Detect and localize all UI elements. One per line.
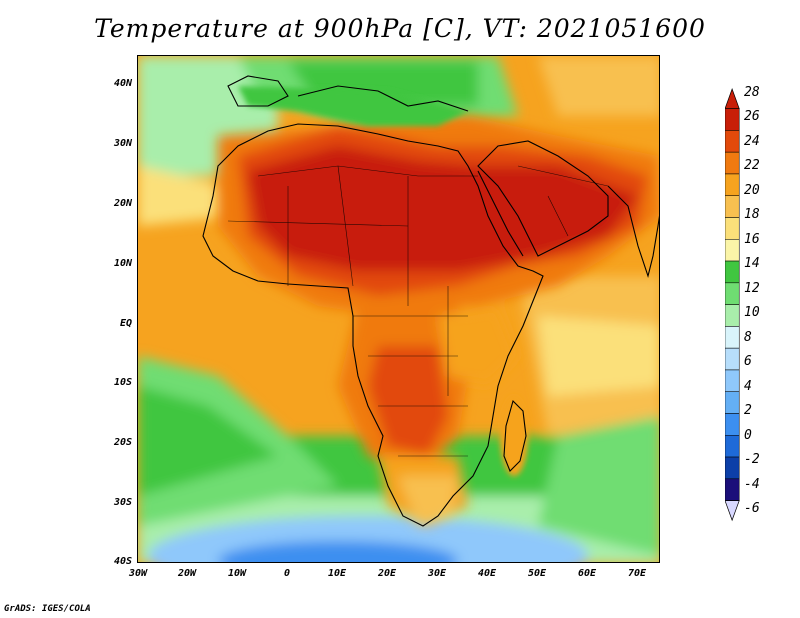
lon-label: 30E [427,568,447,579]
lat-label: EQ [119,318,132,329]
lat-label: 20N [113,198,132,209]
colorbar-tick-label: 28 [744,84,760,100]
lon-label: 50E [527,568,547,579]
colorbar-tick-label: 10 [744,305,760,320]
colorbar-swatch [725,304,740,327]
colorbar-tick-label: 12 [744,280,760,296]
temperature-field [138,56,659,562]
lon-label: 10W [227,568,247,579]
colorbar-swatch [725,413,740,436]
temperature-map [137,55,660,563]
lon-label: 10E [327,568,347,579]
colorbar-swatch [725,391,740,414]
colorbar-swatch [725,456,740,480]
colorbar-tick-label: 22 [744,158,760,173]
colorbar-swatch [725,130,740,153]
colorbar-tick-label: 0 [744,427,752,443]
colorbar-tick-label: 24 [744,133,760,149]
colorbar-swatch [725,239,740,262]
colorbar-swatch [725,282,740,305]
lon-label: 70E [627,568,647,579]
colorbar-swatch [725,435,740,458]
lon-label: 20W [177,568,197,579]
colorbar-triangle-down-icon [725,500,740,522]
lat-label: 20S [113,437,132,448]
colorbar-tick-label: 14 [744,256,760,271]
colorbar-tick-label: 8 [744,329,752,345]
colorbar-swatch [725,195,740,218]
country-borders [227,165,609,457]
colorbar-swatch [725,478,740,501]
colorbar-swatch [725,151,740,175]
lat-label: 10S [113,377,132,388]
lon-label: 0 [283,568,291,579]
lon-label: 20E [377,568,397,579]
colorbar-swatch [725,347,740,371]
lat-label: 30N [113,138,132,149]
colorbar-tick-label: -4 [744,476,760,492]
colorbar-swatch [725,108,740,131]
lon-label: 40E [477,568,497,579]
lat-label: 40N [113,78,132,89]
lat-label: 30S [113,497,132,508]
colorbar [725,88,740,522]
colorbar-tick-label: 16 [744,231,760,247]
credit-text: GrADS: IGES/COLA [4,604,91,614]
colorbar-tick-label: 6 [744,354,752,369]
lat-label: 10N [113,258,132,269]
colorbar-swatch [725,369,740,392]
colorbar-tick-label: -2 [744,452,760,467]
colorbar-triangle-up-icon [725,88,740,109]
lon-label: 30W [128,568,148,579]
colorbar-tick-label: -6 [744,501,760,516]
colorbar-tick-label: 20 [744,182,760,198]
colorbar-swatch [725,260,740,284]
colorbar-swatch [725,217,740,240]
colorbar-tick-label: 2 [744,403,752,418]
map-title: Temperature at 900hPa [C], VT: 202105160… [94,14,706,43]
colorbar-tick-label: 4 [744,378,752,394]
lat-label: 40S [113,556,132,567]
colorbar-tick-label: 26 [744,109,760,124]
colorbar-swatch [725,173,740,196]
lon-label: 60E [577,568,597,579]
coastline [202,75,659,527]
colorbar-swatch [725,326,740,349]
colorbar-tick-label: 18 [744,207,760,222]
